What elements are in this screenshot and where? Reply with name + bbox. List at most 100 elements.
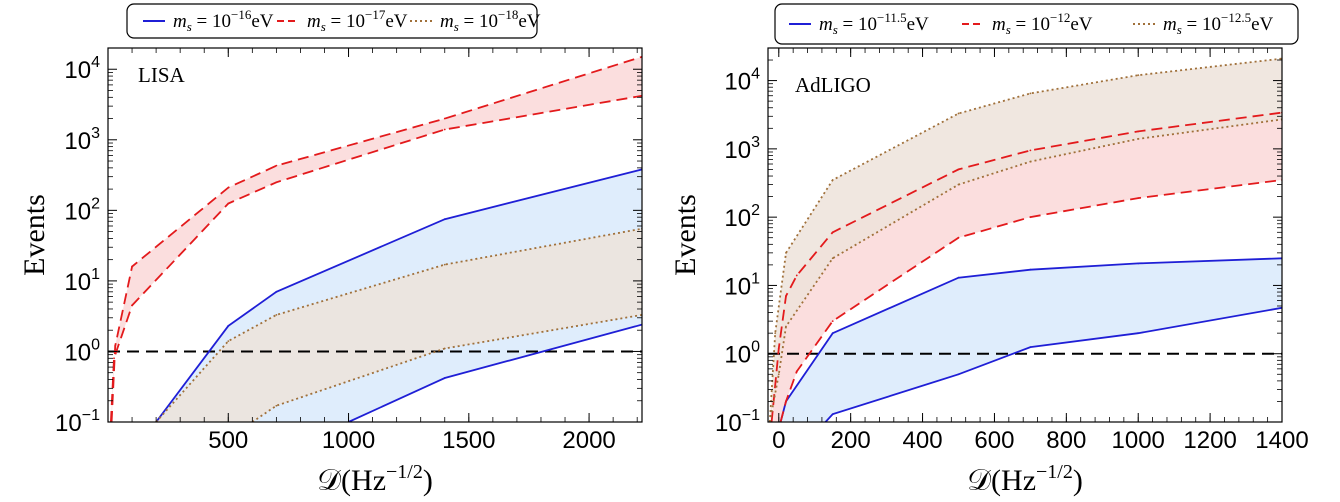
series-2-upper-point: [831, 231, 834, 234]
legend-symbol: m: [819, 14, 833, 35]
series-3-lower-point: [1029, 160, 1032, 163]
band-2: [771, 112, 1282, 422]
band-3: [769, 58, 1282, 422]
y-tick-base: 10: [55, 410, 82, 437]
series-3-upper-point: [1137, 74, 1140, 77]
y-tick-exponent: 4: [751, 66, 760, 83]
x-tick-label: 1500: [442, 427, 495, 454]
band-1: [780, 258, 1282, 422]
legend-exponent: −17: [365, 7, 386, 22]
y-tick-base: 10: [64, 339, 91, 366]
series-1-upper-point: [957, 276, 960, 279]
series-3-lower-line: [768, 118, 1282, 422]
series-3-lower-point: [785, 325, 787, 328]
series-1-upper-point: [275, 290, 278, 293]
legend-label-2: ms = 10−12eV: [992, 10, 1093, 37]
y-tick-exponent: 0: [751, 339, 760, 356]
legend-exponent: −12: [1050, 10, 1070, 25]
series-2-lower-point: [831, 320, 834, 323]
x-tick-label: 1000: [1112, 427, 1165, 454]
x-tick-label: 200: [831, 427, 871, 454]
x-axis-label-close: ): [423, 464, 433, 497]
legend-label-3: ms = 10−18eV: [440, 7, 541, 34]
legend-box: [126, 3, 538, 39]
series-3-lower-point: [777, 373, 780, 376]
x-axis-label: 𝒟(Hz−1/2): [317, 461, 433, 497]
series-2-lower-point: [785, 400, 787, 403]
legend-equals: = 10: [838, 14, 877, 35]
series-2-upper-point: [227, 186, 230, 189]
legend-unit: eV: [251, 11, 273, 32]
legend-exponent: −12.5: [1221, 10, 1251, 25]
legend-label-1: ms = 10−11.5eV: [819, 10, 929, 37]
legend-exponent: −11.5: [877, 10, 907, 25]
series-1-upper-point: [1137, 262, 1140, 265]
plot-area: [768, 57, 1282, 422]
series-1-lower-point: [443, 377, 446, 379]
legend-symbol: m: [440, 11, 454, 32]
y-tick-base: 10: [64, 198, 91, 225]
series-2-lower-line: [779, 179, 1282, 422]
legend-equals: = 10: [192, 11, 231, 32]
series-3-lower-point: [1137, 137, 1140, 140]
y-tick-exponent: 2: [91, 195, 100, 212]
series-1-lower-point: [831, 413, 834, 416]
legend-exponent: −16: [231, 7, 252, 22]
y-tick-label: 103: [64, 125, 100, 155]
x-axis-label-main: 𝒟(Hz: [317, 464, 386, 497]
y-axis-label: Events: [18, 194, 51, 276]
x-tick-label: 1000: [322, 427, 375, 454]
y-tick-base: 10: [64, 128, 91, 155]
x-tick-label: 0: [772, 427, 785, 454]
legend-unit: eV: [907, 14, 929, 35]
legend-subscript: s: [321, 19, 326, 34]
x-tick-label: 800: [1046, 427, 1086, 454]
series-3-upper-point: [774, 332, 777, 335]
legend-subscript: s: [187, 19, 192, 34]
lisa-panel: 500 1000 1500 200010−1100101102103104LISAEv…: [18, 3, 643, 497]
legend-equals: = 10: [326, 11, 365, 32]
y-tick-base: 10: [724, 273, 751, 300]
panel-label: AdLIGO: [795, 73, 871, 97]
y-tick-base: 10: [715, 410, 742, 437]
y-tick-exponent: 1: [91, 266, 100, 283]
legend-symbol: m: [1163, 14, 1177, 35]
y-tick-base: 10: [724, 69, 751, 96]
series-3-upper-point: [443, 263, 446, 266]
legend-subscript: s: [833, 22, 838, 37]
legend-unit: eV: [1070, 14, 1092, 35]
y-tick-label: 10−1: [715, 407, 760, 437]
legend-unit: eV: [518, 11, 540, 32]
series-1-lower-point: [1137, 332, 1140, 335]
series-2-upper-point: [795, 274, 798, 277]
y-tick-exponent: 3: [751, 134, 760, 151]
series-3-upper-point: [275, 313, 278, 316]
y-tick-exponent: −1: [742, 407, 760, 424]
legend-label-3: ms = 10−12.5eV: [1163, 10, 1274, 37]
plot-area: [108, 55, 642, 422]
y-tick-label: 102: [724, 202, 760, 232]
y-tick-base: 10: [64, 269, 91, 296]
legend-symbol: m: [173, 11, 187, 32]
series-2-upper-point: [443, 117, 446, 120]
series-2-lower-point: [227, 202, 230, 205]
y-tick-label: 104: [724, 66, 760, 96]
series-2-upper-point: [275, 164, 278, 167]
y-tick-label: 100: [64, 336, 100, 366]
x-tick-label: 1200: [1183, 427, 1236, 454]
band-2: [110, 56, 642, 422]
series-2-upper-point: [1137, 130, 1140, 133]
legend-subscript: s: [454, 19, 459, 34]
y-tick-exponent: 4: [91, 54, 100, 71]
y-tick-label: 101: [724, 270, 760, 300]
series-3-upper-point: [785, 251, 787, 254]
legend-symbol: m: [992, 14, 1006, 35]
x-axis-label: 𝒟(Hz−1/2): [967, 461, 1083, 497]
y-tick-exponent: 1: [751, 270, 760, 287]
series-2-upper-point: [785, 295, 787, 297]
y-tick-exponent: 3: [91, 125, 100, 142]
series-3-lower-point: [831, 257, 834, 260]
series-1-upper-point: [227, 325, 230, 327]
band-3: [156, 228, 642, 422]
